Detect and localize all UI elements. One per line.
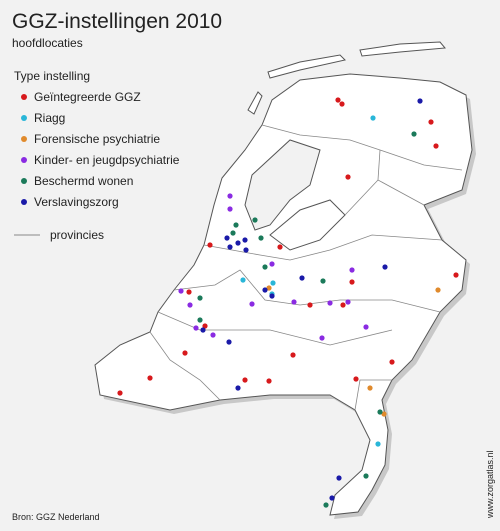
location-dot [200,327,206,333]
location-dot [242,237,248,243]
location-dot [340,302,346,308]
location-dot [235,240,241,246]
location-dot [233,222,239,228]
location-dot [266,378,272,384]
location-dot [186,289,192,295]
location-dot [249,301,255,307]
location-dot [270,280,276,286]
land [94,73,473,516]
location-dot [335,97,341,103]
location-dot [299,275,305,281]
location-dot [375,441,381,447]
location-dot [349,267,355,273]
location-dot [243,247,249,253]
legend-swatch [21,199,27,205]
location-dot [290,352,296,358]
province-borders [149,124,463,411]
location-dot [240,277,246,283]
location-dot [327,300,333,306]
location-dot [197,295,203,301]
location-dot [202,323,208,329]
location-dot [277,244,283,250]
location-dot [363,473,369,479]
location-dot [235,385,241,391]
legend-label: Forensische psychiatrie [34,132,160,146]
legend-swatch [21,136,27,142]
title: GGZ-instellingen 2010 [12,10,222,33]
legend-title: Type instelling [14,69,90,83]
legend-swatch [21,94,27,100]
location-dot [178,288,184,294]
location-dot [147,375,153,381]
location-dot [433,143,439,149]
location-dot [187,302,193,308]
boundary-label: provincies [50,228,104,242]
location-dot [336,475,342,481]
location-dot [224,235,230,241]
location-dot [226,339,232,345]
location-dot [193,325,199,331]
ijsselmeer [244,139,321,231]
source: Bron: GGZ Nederland [12,512,100,522]
legend-swatch [21,157,27,163]
location-dot [345,174,351,180]
legend-label: Beschermd wonen [34,174,133,188]
location-dot [320,278,326,284]
map [94,41,476,519]
legend-swatch [21,178,27,184]
location-dot [428,119,434,125]
location-dot [252,217,258,223]
location-dot [363,324,369,330]
location-dot [207,242,213,248]
location-dot [417,98,423,104]
location-dot [117,390,123,396]
legend-label: Geïntegreerde GGZ [34,90,141,104]
location-dot [381,411,387,417]
location-dot [367,385,373,391]
credit: www.zorgatlas.nl [485,450,495,519]
location-dot [329,495,335,501]
location-dot [262,264,268,270]
location-dot [230,230,236,236]
legend-label: Riagg [34,111,65,125]
location-dot [182,350,188,356]
location-dot [258,235,264,241]
location-dot [227,244,233,250]
legend-swatch [21,115,27,121]
location-dot [227,206,233,212]
location-dot [210,332,216,338]
wadden-islands [247,41,446,115]
location-dot [323,502,329,508]
location-dot [411,131,417,137]
location-dot [435,287,441,293]
location-dot [377,409,383,415]
location-dot [339,101,345,107]
location-dot [269,261,275,267]
legend-label: Kinder- en jeugdpsychiatrie [34,153,180,167]
location-dot [291,299,297,305]
subtitle: hoofdlocaties [12,36,83,50]
locations [117,97,459,508]
location-dot [345,299,351,305]
legend: Geïntegreerde GGZ Riagg Forensische psychi… [21,90,180,209]
location-dot [227,193,233,199]
location-dot [262,287,268,293]
location-dot [353,376,359,382]
location-dot [266,285,272,291]
location-dot [242,377,248,383]
location-dot [349,279,355,285]
location-dot [453,272,459,278]
location-dot [269,293,275,299]
location-dot [389,359,395,365]
legend-label: Verslavingszorg [34,195,119,209]
location-dot [197,317,203,323]
location-dot [307,302,313,308]
location-dot [319,335,325,341]
location-dot [382,264,388,270]
location-dot [370,115,376,121]
